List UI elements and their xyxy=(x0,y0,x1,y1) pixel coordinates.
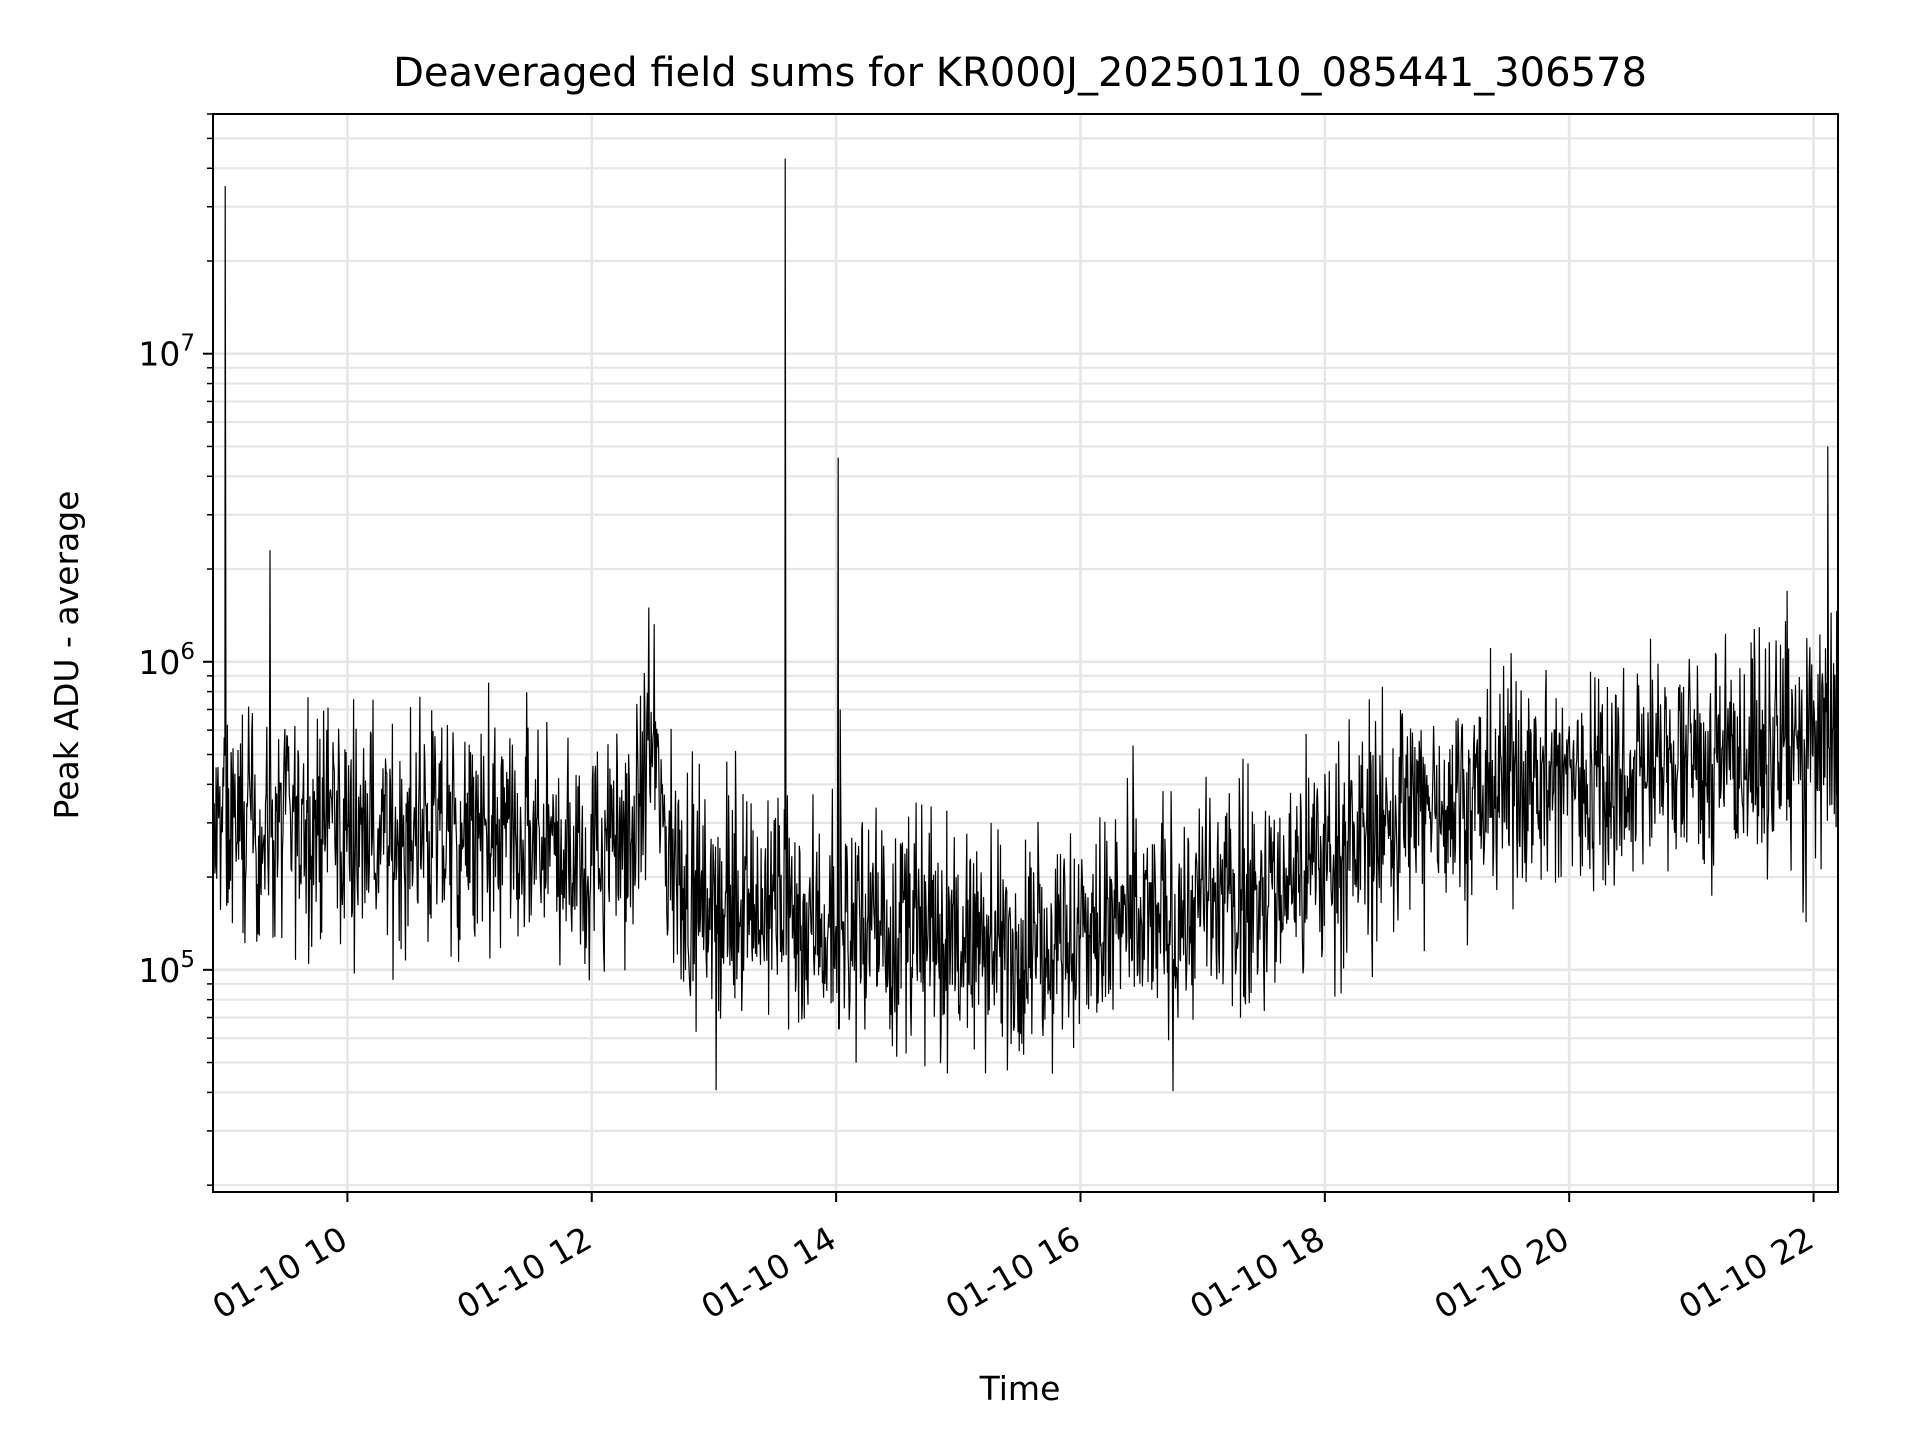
series-line xyxy=(213,158,1838,1092)
y-tick-exponent: 5 xyxy=(180,947,195,973)
x-axis-label: Time xyxy=(979,1369,1061,1408)
y-tick-label: 107 xyxy=(138,331,195,374)
plot-area-frame xyxy=(212,113,1839,1193)
y-tick-label: 105 xyxy=(138,947,195,990)
y-axis-label: Peak ADU - average xyxy=(47,491,86,820)
y-tick-base: 10 xyxy=(138,643,180,682)
y-tick-label: 106 xyxy=(138,639,195,682)
y-tick-base: 10 xyxy=(138,335,180,374)
y-tick-exponent: 6 xyxy=(180,639,195,665)
chart-title: Deaveraged field sums for KR000J_2025011… xyxy=(393,50,1647,96)
data-series xyxy=(213,158,1838,1092)
y-tick-base: 10 xyxy=(138,951,180,990)
y-tick-exponent: 7 xyxy=(180,331,195,357)
